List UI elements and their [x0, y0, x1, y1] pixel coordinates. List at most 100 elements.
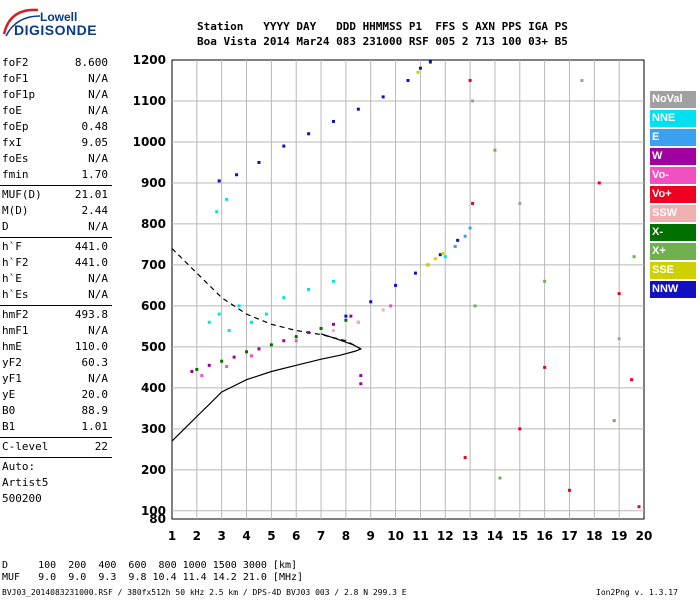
legend-item-x-: X+: [650, 243, 696, 260]
param-value: 8.600: [74, 56, 108, 69]
auto-scaling-line: Artist5: [2, 476, 49, 489]
data-point-w: [232, 355, 236, 359]
x-tick-label: 10: [387, 529, 404, 543]
param-row-hf: h`F 441.0: [2, 240, 108, 256]
param-key: foF1: [2, 72, 29, 85]
x-tick-label: 7: [317, 529, 325, 543]
data-point-w: [257, 347, 261, 351]
legend-item-vo-: Vo-: [650, 167, 696, 184]
legend-item-x-: X-: [650, 224, 696, 241]
data-point-w: [359, 382, 363, 386]
data-point-x-: [493, 148, 497, 152]
data-point-nne: [307, 288, 311, 291]
data-point-nne: [264, 312, 268, 316]
footer-muf-row: MUF 9.0 9.0 9.3 9.8 10.4 11.4 14.2 21.0 …: [2, 572, 304, 583]
param-value: 493.8: [74, 308, 108, 321]
param-value: 0.48: [81, 120, 109, 133]
param-key: hmF2: [2, 308, 29, 321]
y-tick-label: 1000: [133, 135, 166, 149]
x-tick-label: 2: [193, 529, 201, 543]
data-point-nne: [227, 328, 231, 332]
data-point-vo-: [543, 365, 547, 369]
legend-item-nnw: NNW: [650, 281, 696, 298]
param-value: N/A: [88, 324, 108, 337]
y-tick-label: 1100: [133, 94, 166, 108]
data-point-sse: [426, 263, 430, 267]
param-key: h`F2: [2, 256, 29, 269]
data-point-nne: [207, 320, 211, 324]
data-point-x-: [269, 343, 273, 347]
param-row-hes: h`Es N/A: [2, 288, 108, 304]
profile-solid-line: [171, 333, 363, 442]
data-point-vo-: [617, 292, 621, 296]
data-point-nne: [217, 312, 221, 316]
param-value: 60.3: [81, 356, 109, 369]
param-value: 441.0: [74, 256, 108, 269]
data-point-e: [463, 234, 467, 238]
data-point-vo-: [200, 374, 204, 378]
data-point-x-: [195, 367, 199, 371]
data-point-w: [331, 322, 335, 326]
param-row-clevel: C-level 22: [2, 440, 108, 456]
param-key: fmin: [2, 168, 29, 181]
logo-text-lowell: Lowell: [40, 10, 78, 24]
x-tick-label: 9: [367, 529, 375, 543]
legend-item-ssw: SSW: [650, 205, 696, 222]
param-separator: [0, 457, 112, 458]
header-line-values: Boa Vista 2014 Mar24 083 231000 RSF 005 …: [197, 35, 568, 48]
param-key: foEp: [2, 120, 29, 133]
param-key: B1: [2, 420, 16, 433]
param-value: N/A: [88, 272, 108, 285]
param-value: 21.01: [74, 188, 108, 201]
data-point-ssw: [381, 308, 385, 312]
data-point-vo-: [249, 354, 253, 358]
param-key: foF1p: [2, 88, 36, 101]
data-point-noval: [580, 78, 584, 82]
auto-scaling-line: 500200: [2, 492, 42, 505]
y-tick-label: 700: [141, 258, 166, 272]
param-row-fxi: fxI 9.05: [2, 136, 108, 152]
legend-item-w: W: [650, 148, 696, 165]
param-key: foE: [2, 104, 22, 117]
param-row-foes: foEs N/A: [2, 152, 108, 168]
param-row-mufd: MUF(D) 21.01: [2, 188, 108, 204]
param-value: 110.0: [74, 340, 108, 353]
digisonde-logo-mark: [2, 8, 41, 37]
param-key: h`E: [2, 272, 22, 285]
data-point-vo-: [567, 488, 571, 492]
data-point-nnw: [438, 253, 442, 257]
param-value: N/A: [88, 104, 108, 117]
param-value: N/A: [88, 372, 108, 385]
data-point-x-: [294, 335, 298, 339]
data-point-sse: [416, 70, 420, 74]
param-key: D: [2, 220, 9, 233]
data-point-vo-: [463, 456, 467, 460]
param-key: foF2: [2, 56, 29, 69]
param-key: h`F: [2, 240, 22, 253]
data-point-w: [190, 369, 194, 373]
legend-item-nne: NNE: [650, 110, 696, 127]
param-row-b0: B0 88.9: [2, 404, 108, 420]
data-point-x-: [220, 359, 224, 363]
param-value: N/A: [88, 220, 108, 233]
param-separator: [0, 437, 112, 438]
auto-scaling-line: Auto:: [2, 460, 36, 473]
header-line-labels: Station YYYY DAY DDD HHMMSS P1 FFS S AXN…: [197, 20, 568, 33]
param-key: hmE: [2, 340, 22, 353]
param-row-d: D N/A: [2, 220, 108, 236]
data-point-noval: [617, 337, 621, 341]
param-key: hmF1: [2, 324, 29, 337]
data-point-nne: [225, 197, 229, 201]
param-value: 20.0: [81, 388, 109, 401]
param-key: h`Es: [2, 288, 29, 301]
data-point-noval: [471, 99, 475, 103]
data-point-vo-: [294, 339, 298, 343]
param-row-yf2: yF2 60.3: [2, 356, 108, 372]
param-row-fof1: foF1 N/A: [2, 72, 108, 88]
param-separator: [0, 305, 112, 306]
data-point-noval: [518, 201, 522, 205]
data-point-ssw: [331, 328, 335, 332]
param-row-fof1p: foF1p N/A: [2, 88, 108, 104]
param-value: 1.70: [81, 168, 109, 181]
data-point-vo-: [471, 201, 475, 205]
